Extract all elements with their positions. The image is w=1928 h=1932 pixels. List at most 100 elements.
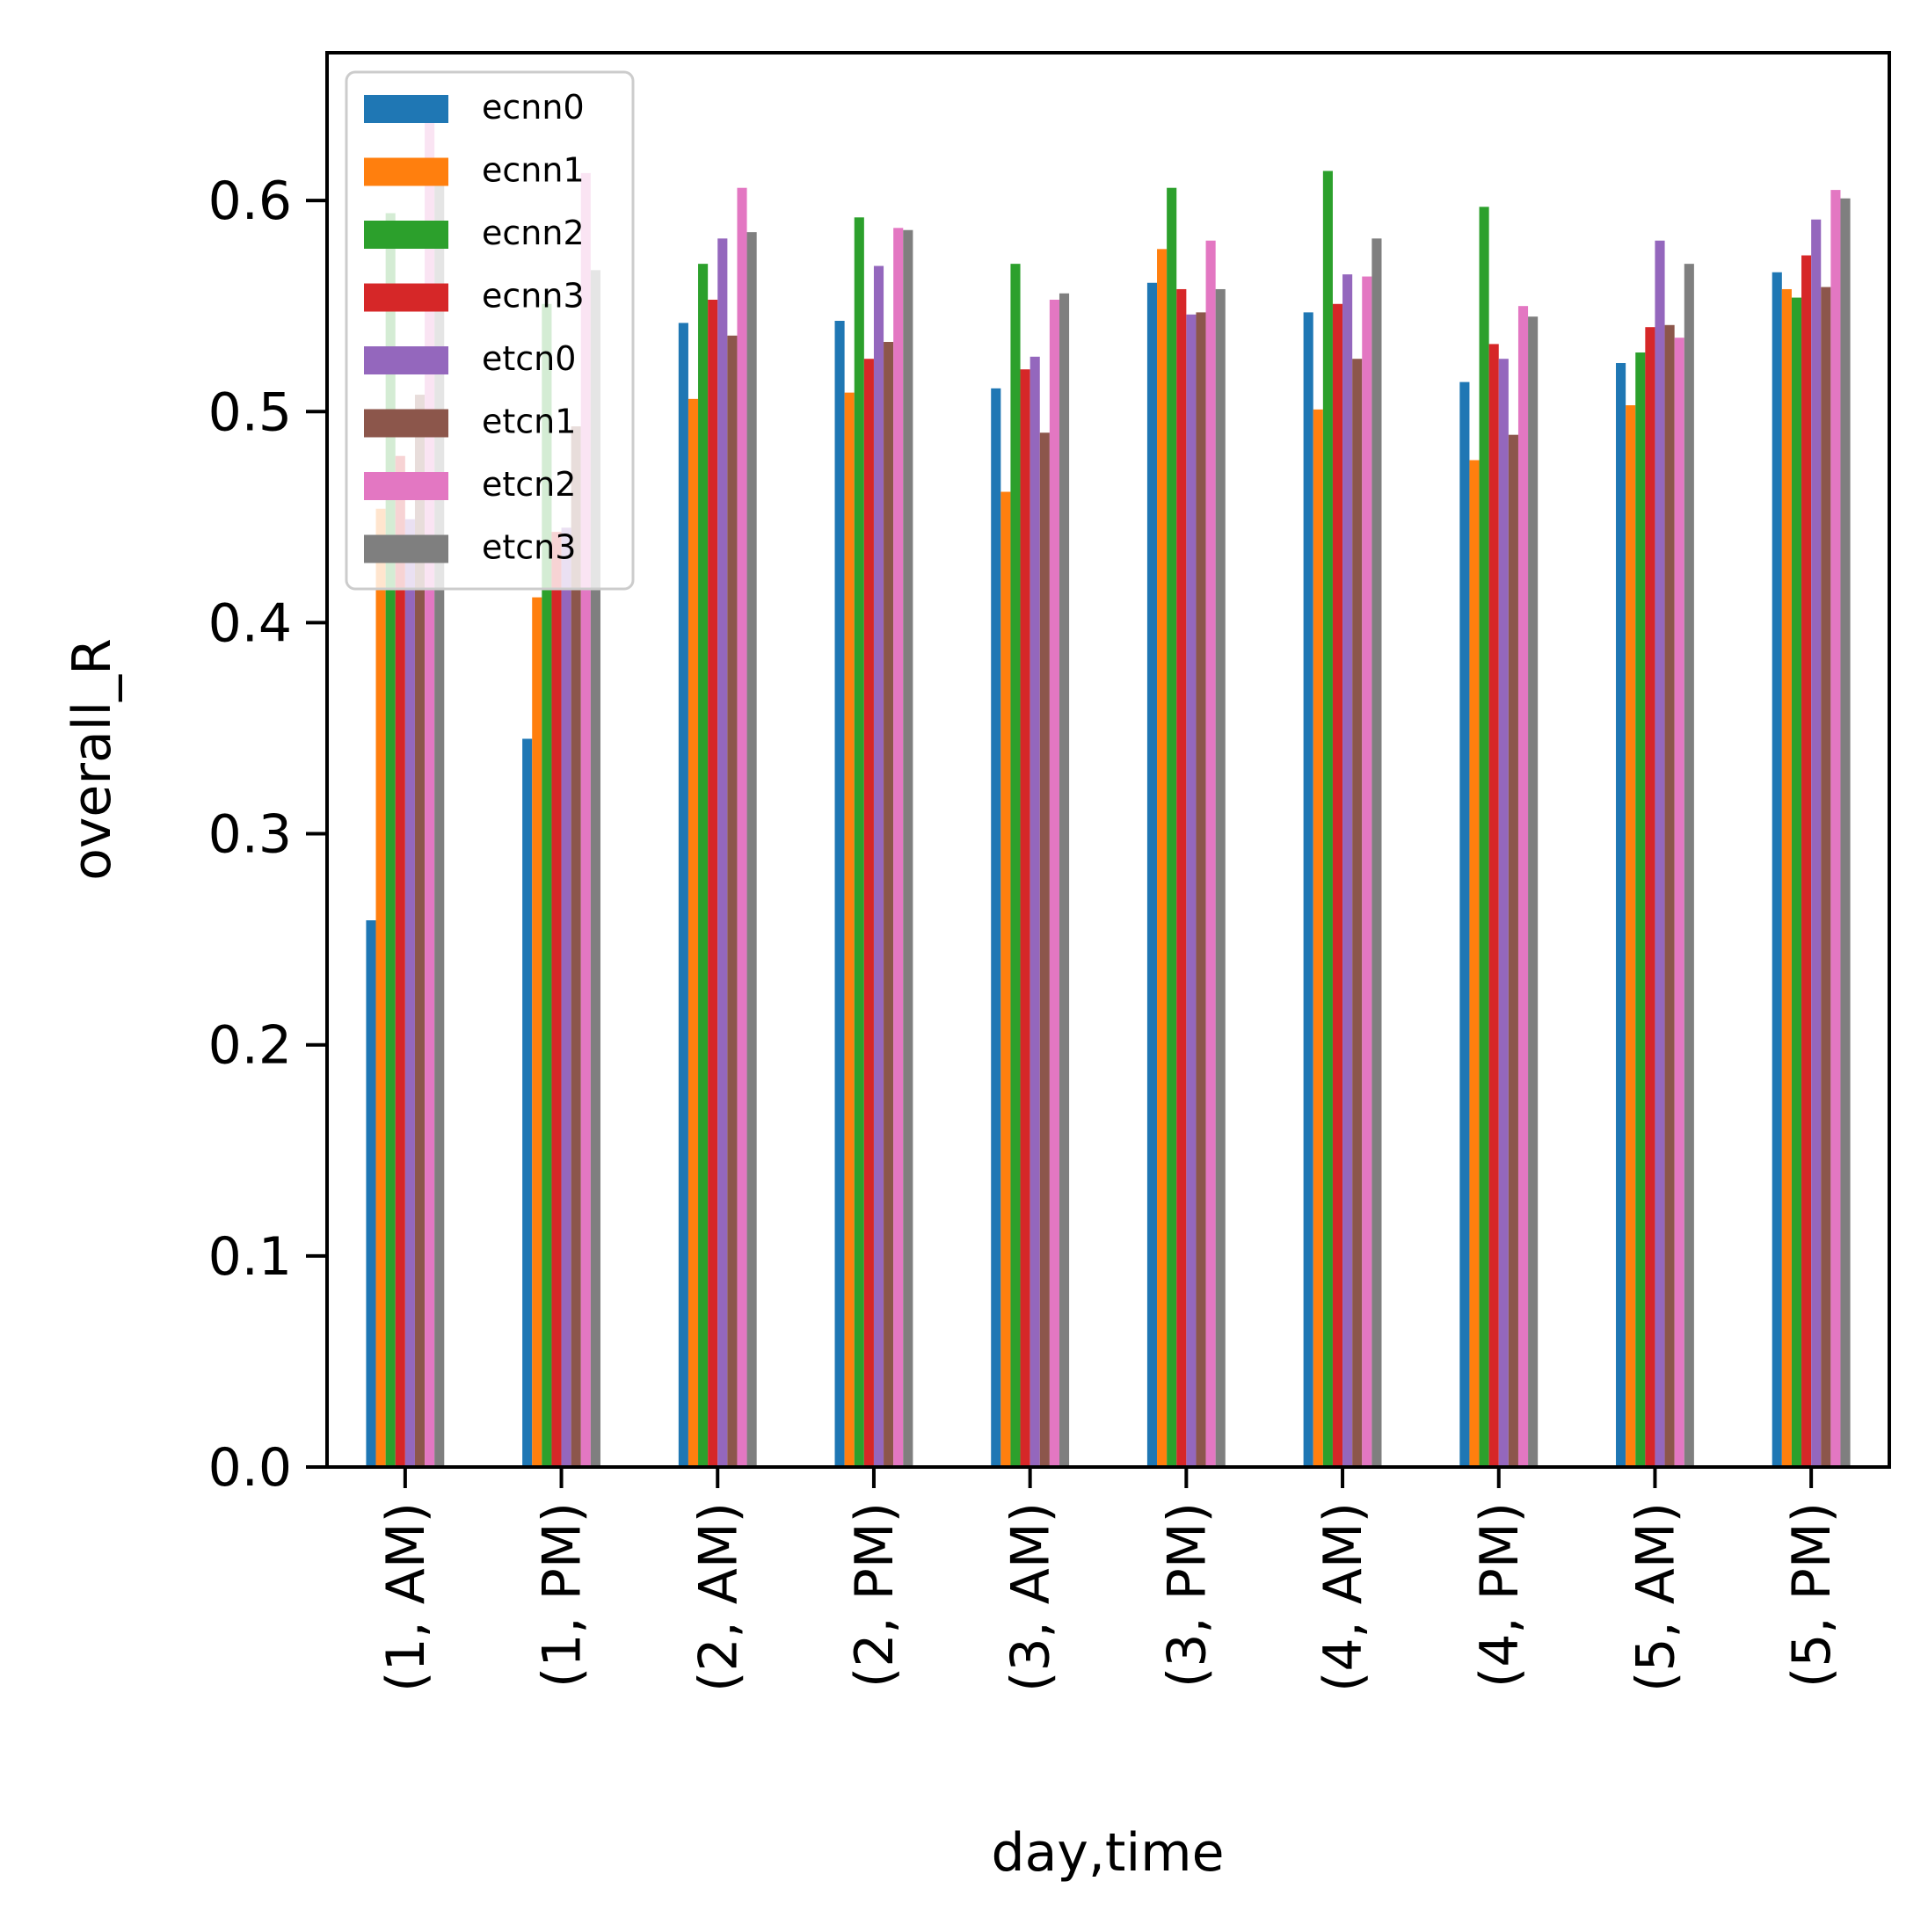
bar-ecnn2-7 <box>1479 207 1489 1467</box>
bar-etcn2-7 <box>1517 306 1529 1468</box>
bar-etcn3-3 <box>903 229 913 1468</box>
bar-etcn3-2 <box>746 232 757 1467</box>
x-tick-label: (2, PM) <box>844 1502 906 1688</box>
bar-etcn3-8 <box>1684 264 1694 1467</box>
bar-ecnn2-6 <box>1322 171 1333 1468</box>
bar-etcn1-4 <box>1039 432 1050 1467</box>
bar-ecnn1-4 <box>1000 491 1011 1467</box>
bar-ecnn3-6 <box>1332 303 1343 1467</box>
bar-etcn1-9 <box>1821 287 1831 1467</box>
bar-etcn1-7 <box>1508 434 1518 1467</box>
bar-ecnn1-7 <box>1469 460 1480 1467</box>
bar-etcn0-4 <box>1029 356 1040 1467</box>
legend-swatch-etcn0 <box>364 346 448 374</box>
bar-ecnn0-3 <box>834 320 845 1467</box>
bar-ecnn0-4 <box>991 388 1001 1468</box>
bar-etcn0-7 <box>1498 359 1509 1468</box>
bar-etcn1-0 <box>414 395 426 1467</box>
bar-ecnn0-0 <box>366 920 376 1467</box>
bar-etcn2-2 <box>737 187 747 1468</box>
x-axis: (1, AM) (1, PM) (2, AM) (2, PM) (3, AM) (3, P… <box>375 1467 1843 1692</box>
bar-ecnn3-3 <box>863 359 874 1468</box>
bar-ecnn1-3 <box>844 392 855 1467</box>
bar-etcn3-6 <box>1371 238 1382 1468</box>
bar-etcn1-3 <box>884 342 894 1467</box>
bar-ecnn1-2 <box>688 398 699 1468</box>
y-axis: 0.0 0.1 0.2 0.3 0.4 0.5 0.6 <box>208 171 327 1499</box>
bar-ecnn1-0 <box>375 508 386 1467</box>
bar-ecnn3-5 <box>1176 288 1187 1468</box>
bar-ecnn3-4 <box>1020 369 1030 1468</box>
legend-label-etcn3: etcn3 <box>482 528 576 567</box>
bar-etcn0-1 <box>561 527 571 1467</box>
bar-ecnn3-8 <box>1645 327 1655 1468</box>
bar-etcn1-2 <box>727 335 738 1467</box>
bar-etcn3-7 <box>1528 316 1539 1468</box>
legend-label-ecnn2: ecnn2 <box>482 214 585 252</box>
bar-etcn0-6 <box>1342 274 1353 1467</box>
legend-swatch-ecnn1 <box>364 157 448 186</box>
y-tick-label: 0.2 <box>208 1015 292 1077</box>
bar-ecnn0-1 <box>522 738 533 1467</box>
y-tick-label: 0.0 <box>208 1437 292 1499</box>
bar-ecnn0-5 <box>1146 282 1158 1467</box>
x-tick-label: (2, AM) <box>688 1502 749 1692</box>
bar-ecnn1-8 <box>1626 405 1636 1467</box>
bar-etcn3-5 <box>1215 288 1226 1468</box>
legend-swatch-etcn3 <box>364 534 448 563</box>
bar-etcn3-9 <box>1840 198 1851 1468</box>
bar-ecnn3-9 <box>1801 255 1812 1467</box>
plot-frame <box>325 51 1891 1469</box>
bar-ecnn0-9 <box>1772 272 1782 1467</box>
legend-box <box>345 70 635 591</box>
bar-etcn1-5 <box>1196 312 1206 1467</box>
x-tick-label: (1, AM) <box>375 1502 437 1692</box>
bar-etcn0-9 <box>1811 219 1822 1468</box>
bar-ecnn2-5 <box>1167 187 1177 1468</box>
bar-ecnn2-0 <box>385 213 396 1467</box>
legend: ecnn0 ecnn1 ecnn2 ecnn3 etcn0 etcn1 etcn2 etcn3 <box>345 70 635 591</box>
bar-ecnn1-5 <box>1157 249 1168 1468</box>
x-axis-label: day,time <box>992 1822 1225 1884</box>
x-tick-label: (1, PM) <box>532 1502 593 1688</box>
bar-ecnn0-2 <box>678 323 688 1467</box>
bar-ecnn3-1 <box>551 532 562 1467</box>
bar-etcn2-4 <box>1049 299 1059 1468</box>
legend-label-etcn2: etcn2 <box>482 465 576 504</box>
bar-etcn3-0 <box>434 185 445 1467</box>
legend-label-etcn1: etcn1 <box>482 403 576 441</box>
bar-ecnn2-1 <box>542 303 552 1467</box>
bar-etcn0-0 <box>404 519 415 1467</box>
legend-label-ecnn3: ecnn3 <box>482 277 585 316</box>
legend-swatch-ecnn0 <box>364 95 448 123</box>
bar-ecnn1-1 <box>532 597 542 1467</box>
bar-etcn1-1 <box>571 426 581 1467</box>
bar-ecnn2-2 <box>698 264 709 1467</box>
bar-etcn1-8 <box>1664 324 1675 1467</box>
bar-ecnn2-3 <box>854 217 864 1467</box>
bar-etcn2-0 <box>425 120 435 1468</box>
bars-layer <box>366 120 1851 1468</box>
bar-etcn0-3 <box>873 265 884 1467</box>
legend-swatch-ecnn2 <box>364 221 448 249</box>
y-axis-label: overall_R <box>62 638 123 881</box>
y-tick-label: 0.3 <box>208 804 292 866</box>
legend-swatch-etcn1 <box>364 409 448 438</box>
bar-etcn1-6 <box>1352 359 1363 1468</box>
x-tick-label: (4, PM) <box>1469 1502 1531 1688</box>
bar-ecnn2-4 <box>1010 264 1021 1467</box>
bar-etcn3-4 <box>1059 293 1070 1467</box>
bar-ecnn0-6 <box>1303 312 1313 1467</box>
bar-ecnn3-2 <box>708 299 718 1468</box>
bar-etcn2-1 <box>580 172 591 1467</box>
bar-etcn2-5 <box>1205 240 1216 1468</box>
legend-label-ecnn0: ecnn0 <box>482 88 585 127</box>
legend-swatch-ecnn3 <box>364 283 448 312</box>
bar-ecnn3-0 <box>395 455 405 1468</box>
legend-label-etcn0: etcn0 <box>482 339 576 378</box>
bar-ecnn0-7 <box>1459 381 1470 1467</box>
bar-etcn0-2 <box>717 238 728 1468</box>
bar-ecnn2-9 <box>1791 297 1802 1467</box>
